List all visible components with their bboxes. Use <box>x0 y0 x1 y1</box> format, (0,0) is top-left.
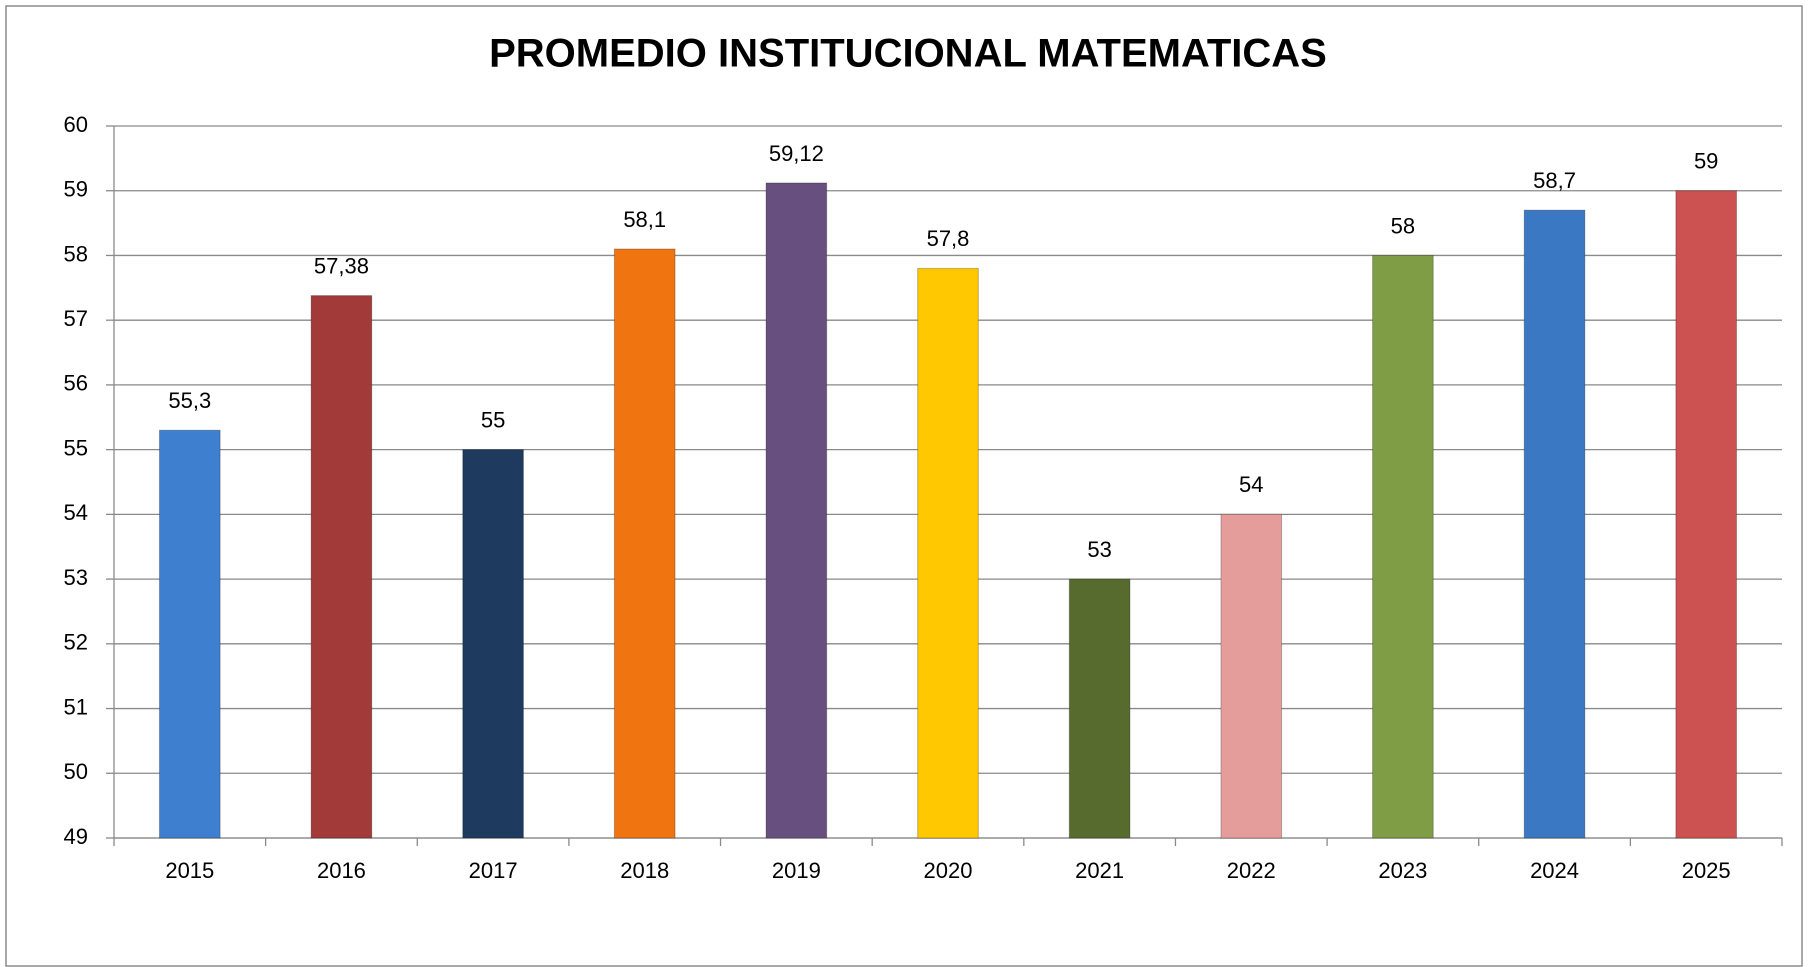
y-tick-label: 60 <box>64 112 88 137</box>
value-label: 58,7 <box>1533 168 1576 193</box>
bar <box>1372 254 1434 839</box>
y-tick-label: 51 <box>64 694 88 719</box>
bar <box>1675 190 1738 839</box>
bar <box>310 295 373 839</box>
x-tick-label: 2017 <box>469 858 518 883</box>
value-label: 58,1 <box>623 207 666 232</box>
x-tick-label: 2023 <box>1378 858 1427 883</box>
bar <box>1068 578 1131 839</box>
x-tick-label: 2020 <box>924 858 973 883</box>
y-tick-label: 58 <box>64 241 88 266</box>
x-tick-label: 2019 <box>772 858 821 883</box>
x-tick-label: 2025 <box>1682 858 1731 883</box>
y-tick-label: 49 <box>64 824 88 849</box>
x-tick-label: 2018 <box>620 858 669 883</box>
value-label: 59 <box>1694 149 1718 174</box>
value-label: 53 <box>1087 537 1111 562</box>
x-tick-label: 2024 <box>1530 858 1579 883</box>
y-tick-label: 50 <box>64 759 88 784</box>
y-tick-label: 57 <box>64 306 88 331</box>
x-tick-label: 2015 <box>165 858 214 883</box>
bar <box>1220 513 1283 839</box>
bar <box>613 248 676 839</box>
y-tick-label: 54 <box>64 500 88 525</box>
value-label: 57,38 <box>314 253 369 278</box>
x-tick-label: 2021 <box>1075 858 1124 883</box>
bar <box>917 267 979 839</box>
chart-frame <box>5 5 1803 967</box>
y-tick-label: 53 <box>64 565 88 590</box>
value-label: 58 <box>1391 213 1415 238</box>
bar <box>158 429 221 839</box>
value-label: 59,12 <box>769 141 824 166</box>
bar <box>1523 209 1586 839</box>
y-tick-label: 52 <box>64 630 88 655</box>
y-tick-label: 59 <box>64 177 88 202</box>
value-label: 55,3 <box>168 388 211 413</box>
value-label: 54 <box>1239 472 1263 497</box>
value-label: 57,8 <box>927 226 970 251</box>
x-tick-label: 2016 <box>317 858 366 883</box>
bar <box>765 182 828 839</box>
bar <box>462 449 524 839</box>
chart-title: PROMEDIO INSTITUCIONAL MATEMATICAS <box>489 32 1327 76</box>
y-tick-label: 55 <box>64 435 88 460</box>
value-label: 55 <box>481 407 505 432</box>
y-tick-label: 56 <box>64 371 88 396</box>
x-tick-label: 2022 <box>1227 858 1276 883</box>
